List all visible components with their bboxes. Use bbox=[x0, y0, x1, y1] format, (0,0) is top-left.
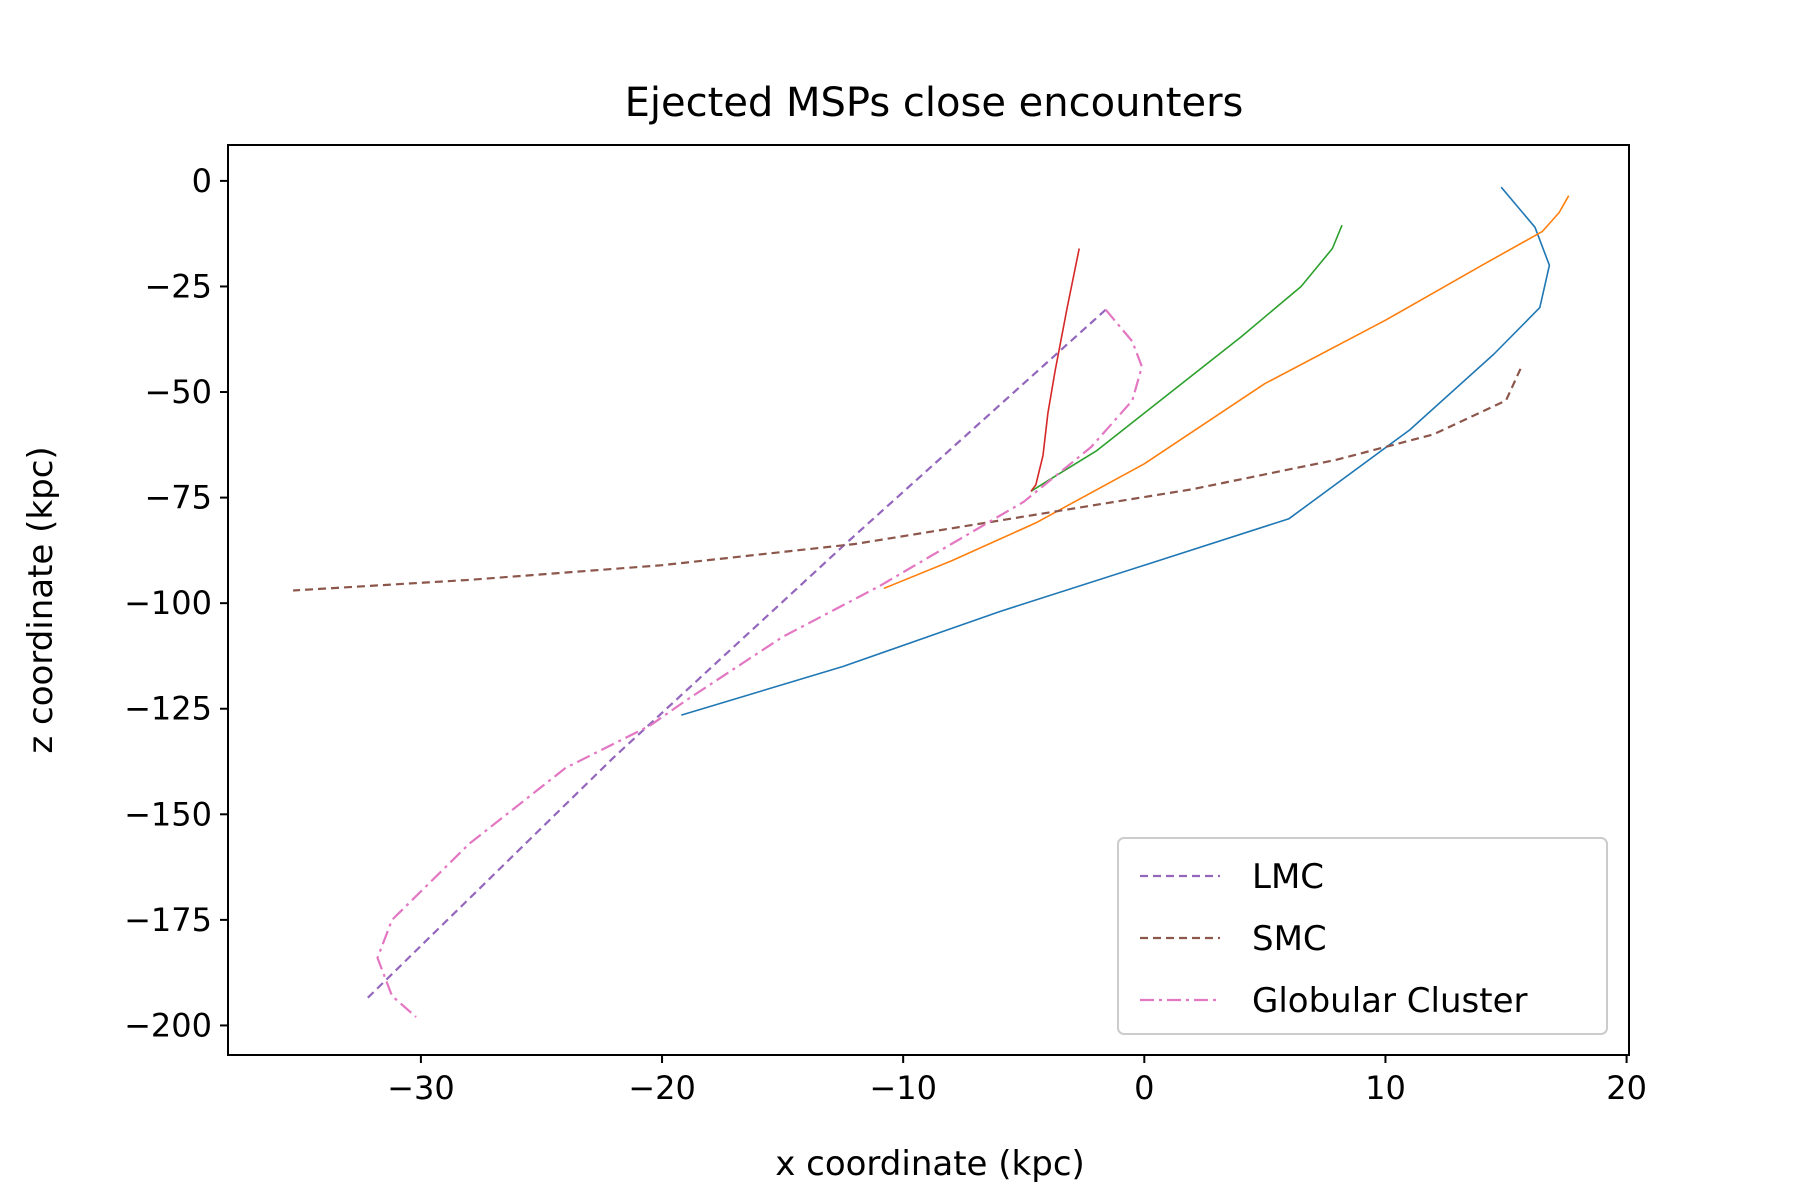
x-tick-label: 20 bbox=[1606, 1069, 1647, 1107]
y-axis-ticks: 0 −25 −50 −75 −100 −125 −150 −175 −200 bbox=[124, 162, 228, 1044]
x-tick-label: −10 bbox=[869, 1069, 937, 1107]
y-tick-label: −150 bbox=[124, 795, 212, 833]
series-line-trajectory-1 bbox=[681, 186, 1551, 716]
y-tick-label: −125 bbox=[124, 690, 212, 728]
series-line-trajectory-2 bbox=[883, 195, 1570, 590]
legend-box bbox=[1117, 837, 1608, 1035]
plot-frame bbox=[227, 144, 1630, 1056]
y-tick-label: −50 bbox=[144, 373, 212, 411]
series-line-smc bbox=[293, 368, 1522, 592]
plot-series-group bbox=[293, 186, 1570, 1018]
legend-label-globular-cluster: Globular Cluster bbox=[1252, 981, 1527, 1021]
series-line-trajectory-4 bbox=[1030, 248, 1080, 492]
y-tick-label: −75 bbox=[144, 479, 212, 517]
x-tick-label: −30 bbox=[387, 1069, 455, 1107]
x-tick-label: 10 bbox=[1365, 1069, 1406, 1107]
chart-title: Ejected MSPs close encounters bbox=[625, 80, 1244, 126]
legend-label-smc: SMC bbox=[1252, 919, 1327, 959]
y-tick-label: −100 bbox=[124, 584, 212, 622]
series-line-lmc bbox=[364, 308, 1107, 1001]
series-line-globular-cluster bbox=[376, 308, 1144, 1018]
x-axis-label: x coordinate (kpc) bbox=[775, 1144, 1085, 1184]
legend: LMC SMC Globular Cluster bbox=[1117, 837, 1608, 1035]
y-tick-label: −175 bbox=[124, 901, 212, 939]
y-tick-label: −200 bbox=[124, 1006, 212, 1044]
x-tick-label: −20 bbox=[628, 1069, 696, 1107]
series-line-trajectory-3 bbox=[1030, 224, 1343, 492]
x-axis-ticks: −30 −20 −10 0 10 20 bbox=[387, 1055, 1647, 1107]
y-tick-label: −25 bbox=[144, 267, 212, 305]
y-tick-label: 0 bbox=[192, 162, 212, 200]
y-axis-label: z coordinate (kpc) bbox=[21, 446, 61, 753]
x-tick-label: 0 bbox=[1134, 1069, 1154, 1107]
legend-label-lmc: LMC bbox=[1252, 857, 1324, 897]
legend-items: LMC SMC Globular Cluster bbox=[1140, 857, 1527, 1021]
